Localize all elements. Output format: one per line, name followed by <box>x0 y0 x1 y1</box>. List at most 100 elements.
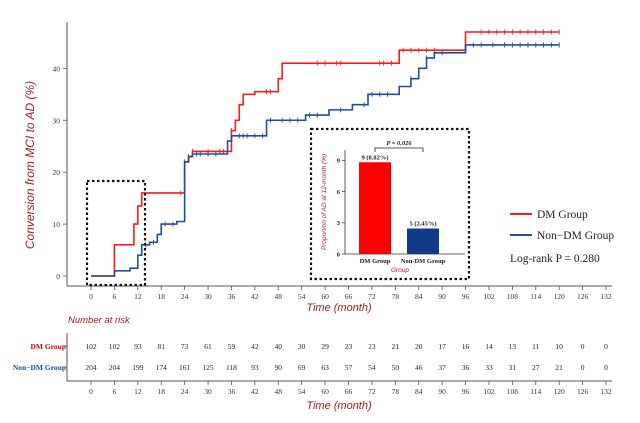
risk-cell-dm: 10 <box>555 342 563 351</box>
x-tick-label: 42 <box>251 292 259 301</box>
zoom-box-12-month <box>85 179 147 287</box>
risk-x-tick-label: 132 <box>600 387 612 396</box>
risk-cell-dm: 20 <box>415 342 423 351</box>
risk-cell-nondm: 50 <box>392 363 400 372</box>
x-tick-label: 12 <box>134 292 142 301</box>
x-tick-label: 120 <box>554 292 566 301</box>
risk-x-tick-label: 48 <box>275 387 283 396</box>
x-tick-label: 78 <box>392 292 400 301</box>
x-tick-label: 54 <box>298 292 306 301</box>
inset-bar-value-label: 9 (8.82%) <box>361 154 388 161</box>
risk-cell-nondm: 174 <box>156 363 168 372</box>
x-tick-label: 102 <box>483 292 495 301</box>
inset-y-tick-label: 9 <box>337 158 341 165</box>
risk-cell-nondm: 69 <box>298 363 306 372</box>
risk-x-tick-label: 54 <box>298 387 306 396</box>
risk-x-tick-label: 90 <box>438 387 446 396</box>
inset-y-axis-title: Proportion of AD at 12-month (%) <box>321 154 328 250</box>
x-tick-label: 132 <box>600 292 612 301</box>
risk-cell-dm: 102 <box>85 342 97 351</box>
risk-x-tick-label: 78 <box>392 387 400 396</box>
x-tick-label: 114 <box>530 292 541 301</box>
risk-row-label-dm: DM Group <box>31 342 67 351</box>
y-tick-label: 10 <box>53 220 61 229</box>
risk-x-tick-label: 120 <box>554 387 566 396</box>
risk-x-tick-label: 24 <box>181 387 189 396</box>
x-axis-title: Time (month) <box>306 302 372 314</box>
risk-x-axis-title: Time (month) <box>306 400 372 412</box>
risk-cell-nondm: 161 <box>179 363 191 372</box>
risk-cell-dm: 59 <box>228 342 236 351</box>
risk-x-tick-label: 66 <box>345 387 353 396</box>
risk-cell-dm: 16 <box>462 342 470 351</box>
risk-cell-dm: 14 <box>485 342 493 351</box>
y-tick-label: 20 <box>53 168 61 177</box>
x-tick-label: 18 <box>157 292 165 301</box>
risk-cell-nondm: 36 <box>462 363 470 372</box>
log-rank-text: Log-rank P = 0.280 <box>510 253 600 265</box>
risk-cell-nondm: 46 <box>415 363 423 372</box>
risk-cell-nondm: 63 <box>321 363 329 372</box>
risk-cell-dm: 29 <box>321 342 329 351</box>
inset-y-tick-label: 3 <box>337 220 341 227</box>
km-curve-dm <box>91 31 560 277</box>
y-tick-label: 0 <box>56 272 60 281</box>
risk-cell-dm: 30 <box>298 342 306 351</box>
risk-cell-nondm: 33 <box>485 363 493 372</box>
risk-cell-nondm: 31 <box>509 363 517 372</box>
risk-cell-dm: 73 <box>181 342 189 351</box>
risk-cell-nondm: 125 <box>202 363 214 372</box>
risk-cell-nondm: 204 <box>85 363 97 372</box>
risk-x-tick-label: 60 <box>321 387 329 396</box>
inset-bars: 9 (8.82%) DM Group 5 (2.45%) Non-DM Group <box>359 154 446 265</box>
inset-x-axis-title: Group <box>391 267 409 274</box>
risk-x-tick-label: 84 <box>415 387 423 396</box>
risk-cell-nondm: 54 <box>368 363 376 372</box>
risk-x-tick-label: 0 <box>89 387 93 396</box>
x-ticks: 0 6 12 18 24 30 36 42 48 54 60 66 72 78 84 90 96 102 108 11… <box>89 286 612 301</box>
x-tick-label: 36 <box>228 292 236 301</box>
inset-bar-value-label: 5 (2.45%) <box>409 221 436 228</box>
risk-cell-dm: 13 <box>509 342 517 351</box>
risk-cells: 102 102 93 81 73 61 59 42 40 30 29 23 23 21 20 17 16 14 13… <box>63 342 608 372</box>
x-tick-label: 90 <box>438 292 446 301</box>
risk-cell-dm: 11 <box>532 342 539 351</box>
inset-category-label: Non-DM Group <box>401 258 446 265</box>
x-tick-label: 108 <box>507 292 519 301</box>
risk-cell-dm: 17 <box>438 342 446 351</box>
y-tick-label: 30 <box>53 116 61 125</box>
y-tick-label: 40 <box>53 64 61 73</box>
risk-cell-dm: 0 <box>604 342 608 351</box>
x-tick-label: 6 <box>113 292 117 301</box>
inset-y-ticks: 0 3 6 9 <box>337 158 345 258</box>
risk-cell-dm: 21 <box>392 342 400 351</box>
inset-y-tick-label: 0 <box>337 251 340 258</box>
risk-x-tick-label: 102 <box>483 387 495 396</box>
risk-cell-dm: 23 <box>368 342 376 351</box>
risk-x-tick-label: 114 <box>530 387 541 396</box>
risk-table: Number at risk DM Group Non−DM Group 102… <box>13 315 612 412</box>
risk-table-title: Number at risk <box>68 315 131 326</box>
risk-x-tick-label: 12 <box>134 387 142 396</box>
risk-cell-nondm: 0 <box>581 363 585 372</box>
risk-cell-dm: 23 <box>345 342 353 351</box>
inset-category-label: DM Group <box>360 258 391 265</box>
legend: DM Group Non−DM Group Log-rank P = 0.280 <box>510 209 614 265</box>
risk-x-tick-label: 6 <box>113 387 117 396</box>
x-tick-label: 48 <box>275 292 283 301</box>
risk-cell-nondm: 57 <box>345 363 353 372</box>
risk-x-tick-label: 18 <box>157 387 165 396</box>
inset-y-tick-label: 6 <box>337 189 341 196</box>
y-ticks: 0 10 20 30 40 <box>53 64 67 281</box>
x-tick-label: 24 <box>181 292 189 301</box>
x-tick-label: 30 <box>204 292 212 301</box>
risk-x-tick-label: 30 <box>204 387 212 396</box>
inset-bar-dm <box>359 162 391 254</box>
risk-cell-nondm: 27 <box>532 363 540 372</box>
x-tick-label: 60 <box>321 292 329 301</box>
risk-x-tick-label: 126 <box>577 387 589 396</box>
risk-x-tick-label: 72 <box>368 387 376 396</box>
inset-bar-nondm <box>407 228 439 254</box>
